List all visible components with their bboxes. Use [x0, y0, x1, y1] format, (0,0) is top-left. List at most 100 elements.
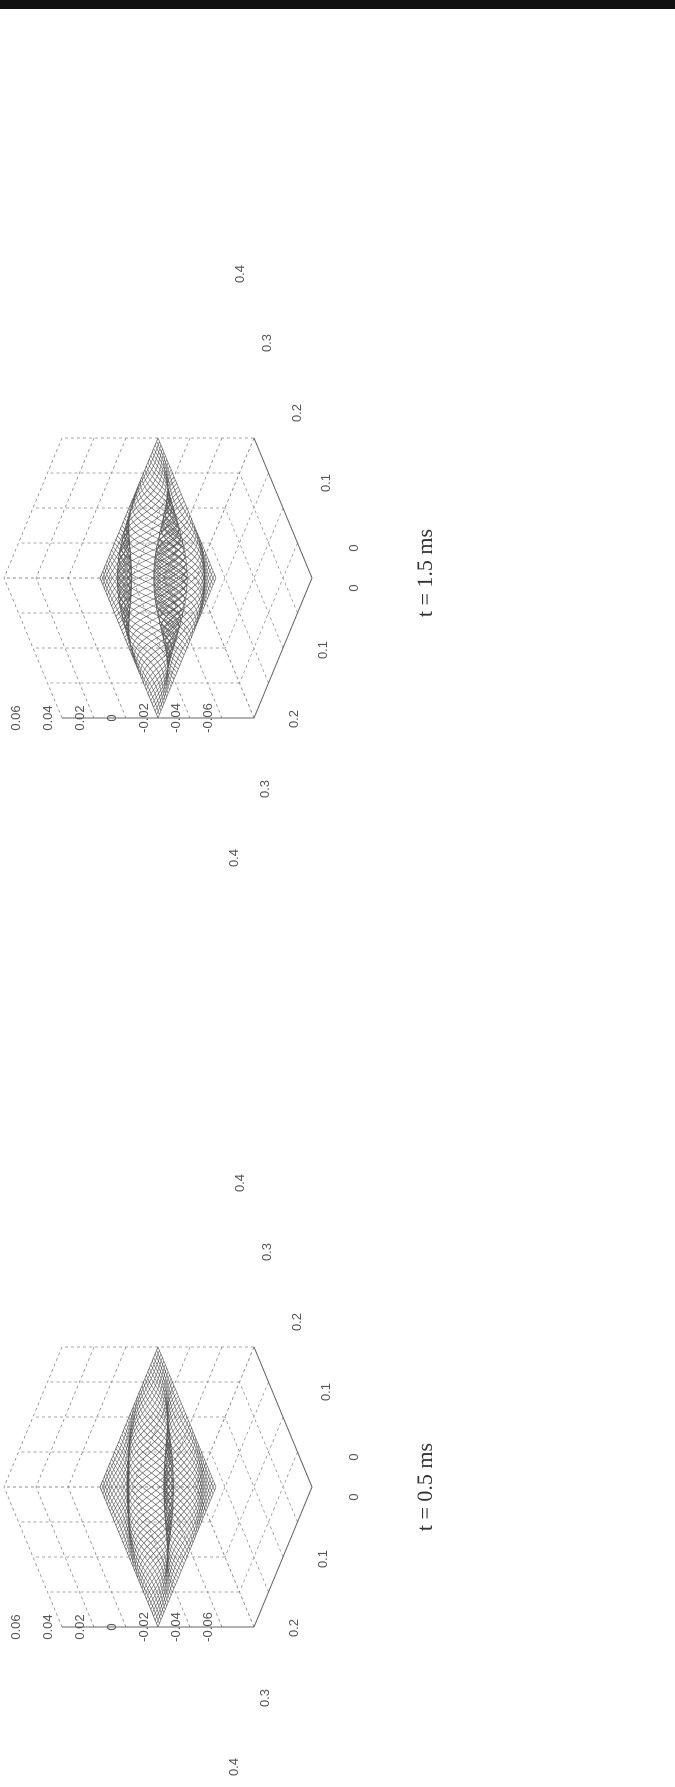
mesh-line	[105, 563, 165, 705]
mesh-line	[102, 1479, 162, 1621]
floor-grid-line	[210, 472, 269, 614]
mesh-line	[101, 1483, 160, 1624]
mesh-line	[109, 1462, 169, 1603]
mesh-line	[108, 1367, 167, 1509]
x-tick-label: 0.4	[226, 849, 241, 867]
x-tick-labels-1: 0.4 0.3 0.2 0.1 0	[226, 1493, 361, 1776]
grid-line	[35, 1486, 95, 1628]
mesh-line	[109, 1371, 169, 1512]
mesh-line	[107, 1364, 166, 1505]
mesh-line	[112, 1455, 172, 1596]
z-tick-label: 0.02	[72, 705, 87, 730]
mesh-line	[112, 469, 172, 610]
floor-grid-line	[224, 507, 284, 649]
z-tick-label: 0.04	[40, 1614, 55, 1639]
panel-caption-1: t = 0.5 ms	[412, 1443, 437, 1531]
floor-grid-line	[239, 542, 298, 684]
mesh-line	[108, 1465, 167, 1607]
y-axis-line	[253, 437, 313, 579]
mesh-line	[104, 1357, 163, 1498]
mesh-line	[153, 567, 212, 708]
y-tick-labels-2: 0 0.1 0.2 0.3 0.4	[232, 265, 361, 552]
mesh-line	[117, 490, 183, 631]
mesh-line	[138, 532, 199, 673]
x-tick-label: 0.2	[286, 710, 301, 728]
mesh-line	[99, 1486, 159, 1628]
y-tick-label: 0.2	[289, 1313, 304, 1331]
x-tick-label: 0.2	[286, 1619, 301, 1637]
frame-top-bar	[0, 0, 675, 9]
mesh-line	[101, 574, 160, 715]
z-tick-label: 0.04	[40, 705, 55, 730]
grid-line	[131, 1486, 191, 1628]
grid-line	[35, 1346, 95, 1488]
z-tick-label: -0.04	[168, 1612, 183, 1642]
grid-line	[131, 437, 191, 579]
mesh-line	[107, 1469, 166, 1610]
mesh-line	[99, 437, 159, 579]
grid-line	[35, 577, 95, 719]
grid-line	[3, 1486, 63, 1628]
z-tick-label: -0.06	[200, 703, 215, 733]
mesh-line	[102, 1353, 162, 1495]
mesh-line	[99, 1346, 159, 1488]
mesh-line	[117, 525, 183, 666]
mesh-line	[111, 1458, 170, 1600]
floor-grid-line	[239, 1451, 298, 1593]
panel-caption-2: t = 1.5 ms	[412, 529, 437, 617]
grid-line	[67, 1486, 127, 1628]
z-tick-labels-2: 0.06 0.04 0.02 0 -0.02 -0.04 -0.06	[8, 703, 215, 733]
y-tick-label: 0.3	[259, 1243, 274, 1261]
grid-line	[131, 1346, 191, 1488]
mesh-line	[131, 1409, 191, 1551]
grid-line	[67, 437, 127, 579]
x-tick-label: 0.3	[257, 780, 272, 798]
mesh-line	[104, 567, 163, 708]
mesh-line	[150, 560, 210, 701]
surface-mesh-1	[99, 1346, 217, 1628]
y-tick-label: 0.1	[318, 474, 333, 492]
z-tick-label: -0.02	[136, 703, 151, 733]
mesh-line	[102, 444, 162, 586]
mesh-line	[153, 1476, 212, 1617]
floor-grid-line	[210, 542, 269, 684]
mesh-line	[116, 486, 182, 628]
mesh-line	[138, 483, 199, 624]
mesh-line	[99, 577, 159, 719]
z-tick-label: 0	[104, 714, 119, 721]
x-tick-label: 0	[346, 584, 361, 591]
grid-line	[67, 1346, 127, 1488]
x-axis-line	[253, 1486, 313, 1628]
x-tick-label: 0.4	[226, 1758, 241, 1776]
mesh-line	[118, 521, 185, 663]
x-tick-labels-2: 0.4 0.3 0.2 0.1 0	[226, 584, 361, 867]
grid-line	[3, 577, 63, 719]
grid-line	[163, 1486, 223, 1628]
mesh-line	[146, 1374, 205, 1516]
grid-line	[3, 437, 63, 579]
mesh-line	[112, 546, 172, 687]
y-axis-line	[253, 1346, 313, 1488]
floor-grid-1	[195, 1346, 313, 1628]
y-tick-label: 0.1	[318, 1383, 333, 1401]
surface-panel-1: 0.06 0.04 0.02 0 -0.02 -0.04 -0.06 0.4 0…	[3, 1174, 437, 1776]
floor-grid-line	[210, 1381, 269, 1523]
mesh-line	[101, 1350, 160, 1491]
mesh-line	[101, 441, 160, 582]
x-axis-line	[253, 577, 313, 719]
mesh-line	[111, 1374, 170, 1516]
mesh-line	[105, 1472, 165, 1614]
mesh-line	[104, 1476, 163, 1617]
z-tick-label: 0.02	[72, 1614, 87, 1639]
grid-line	[3, 1346, 63, 1488]
x-tick-label: 0	[346, 1493, 361, 1500]
mesh-line	[102, 570, 162, 712]
floor-grid-line	[239, 472, 298, 614]
y-tick-labels-1: 0 0.1 0.2 0.3 0.4	[232, 1174, 361, 1461]
mesh-line	[104, 448, 163, 589]
surface-mesh-2	[99, 437, 217, 719]
mesh-line	[114, 1381, 173, 1523]
mesh-line	[144, 1378, 204, 1519]
z-tick-label: -0.06	[200, 1612, 215, 1642]
